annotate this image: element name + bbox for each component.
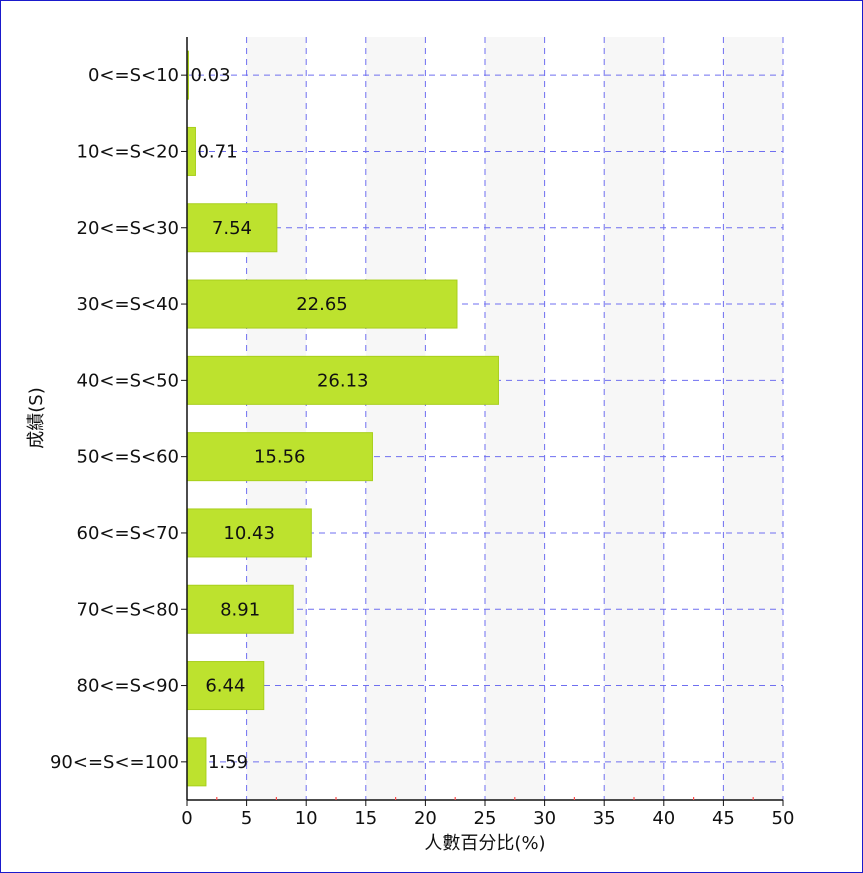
bar: [186, 508, 312, 558]
value-label: 15.56: [254, 447, 306, 468]
background-band: [485, 37, 545, 800]
category-label: 80<=S<90: [77, 676, 179, 697]
x-tick-label: 15: [354, 808, 377, 829]
category-label: 0<=S<10: [88, 65, 179, 86]
value-label: 0.03: [191, 65, 231, 86]
x-tick-label: 45: [712, 808, 735, 829]
category-label: 10<=S<20: [77, 141, 179, 162]
value-label: 10.43: [223, 523, 275, 544]
value-label: 0.71: [197, 141, 237, 162]
value-label: 22.65: [296, 294, 348, 315]
x-tick-label: 0: [181, 808, 192, 829]
x-tick-label: 20: [414, 808, 437, 829]
value-label: 1.59: [208, 752, 248, 773]
bar: [186, 203, 278, 253]
value-label: 6.44: [205, 676, 245, 697]
x-axis-title: 人數百分比(%): [424, 833, 545, 854]
x-tick-label: 50: [772, 808, 795, 829]
background-band: [723, 37, 783, 800]
category-label: 70<=S<80: [77, 599, 179, 620]
labels: 0<=S<10 0.03 10<=S<20 0.71 20<=S<30 7.54 30<=S…: [50, 65, 794, 829]
x-tick-label: 40: [652, 808, 675, 829]
background-bands: [246, 37, 783, 800]
value-label: 26.13: [317, 370, 369, 391]
axes: [181, 37, 784, 806]
bar: [186, 355, 499, 405]
x-tick-label: 10: [295, 808, 318, 829]
background-band: [604, 37, 664, 800]
category-label: 20<=S<30: [77, 218, 179, 239]
bar: [186, 737, 207, 787]
bar: [186, 279, 458, 329]
bar: [186, 584, 294, 634]
value-label: 8.91: [220, 599, 260, 620]
background-band: [365, 37, 426, 800]
bar: [186, 432, 373, 482]
x-tick-label: 35: [593, 808, 616, 829]
category-label: 50<=S<60: [77, 447, 179, 468]
bar: [186, 126, 196, 176]
category-label: 30<=S<40: [77, 294, 179, 315]
x-tick-label: 25: [474, 808, 497, 829]
y-axis-title: 成績(S): [26, 387, 47, 448]
category-label: 60<=S<70: [77, 523, 179, 544]
bar: [186, 661, 265, 711]
value-label: 7.54: [212, 218, 252, 239]
category-label: 40<=S<50: [77, 370, 179, 391]
x-tick-label: 5: [241, 808, 252, 829]
category-label: 90<=S<=100: [50, 752, 179, 773]
x-tick-label: 30: [533, 808, 556, 829]
bars: [186, 50, 499, 787]
